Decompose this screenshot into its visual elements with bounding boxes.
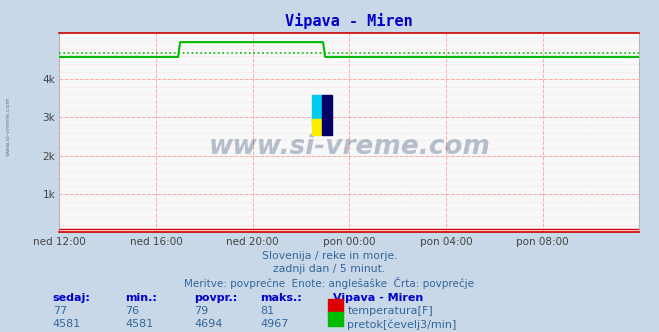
Bar — [322, 95, 332, 135]
Text: Vipava - Miren: Vipava - Miren — [333, 293, 423, 303]
Text: pretok[čevelj3/min]: pretok[čevelj3/min] — [347, 319, 457, 330]
Text: sedaj:: sedaj: — [53, 293, 90, 303]
Text: 77: 77 — [53, 306, 67, 316]
Bar — [312, 119, 322, 135]
Text: maks.:: maks.: — [260, 293, 302, 303]
Text: povpr.:: povpr.: — [194, 293, 238, 303]
Text: 79: 79 — [194, 306, 209, 316]
Text: 81: 81 — [260, 306, 274, 316]
Text: www.si-vreme.com: www.si-vreme.com — [208, 134, 490, 160]
Text: www.si-vreme.com: www.si-vreme.com — [5, 96, 11, 156]
Text: Slovenija / reke in morje.: Slovenija / reke in morje. — [262, 251, 397, 261]
Title: Vipava - Miren: Vipava - Miren — [285, 13, 413, 29]
Bar — [312, 95, 322, 123]
Text: Meritve: povprečne  Enote: anglešaške  Črta: povprečje: Meritve: povprečne Enote: anglešaške Črt… — [185, 277, 474, 289]
Text: 4581: 4581 — [53, 319, 81, 329]
Text: 4967: 4967 — [260, 319, 289, 329]
Text: 4581: 4581 — [125, 319, 154, 329]
Text: 76: 76 — [125, 306, 139, 316]
Text: min.:: min.: — [125, 293, 157, 303]
Text: temperatura[F]: temperatura[F] — [347, 306, 433, 316]
Text: zadnji dan / 5 minut.: zadnji dan / 5 minut. — [273, 264, 386, 274]
Text: 4694: 4694 — [194, 319, 223, 329]
